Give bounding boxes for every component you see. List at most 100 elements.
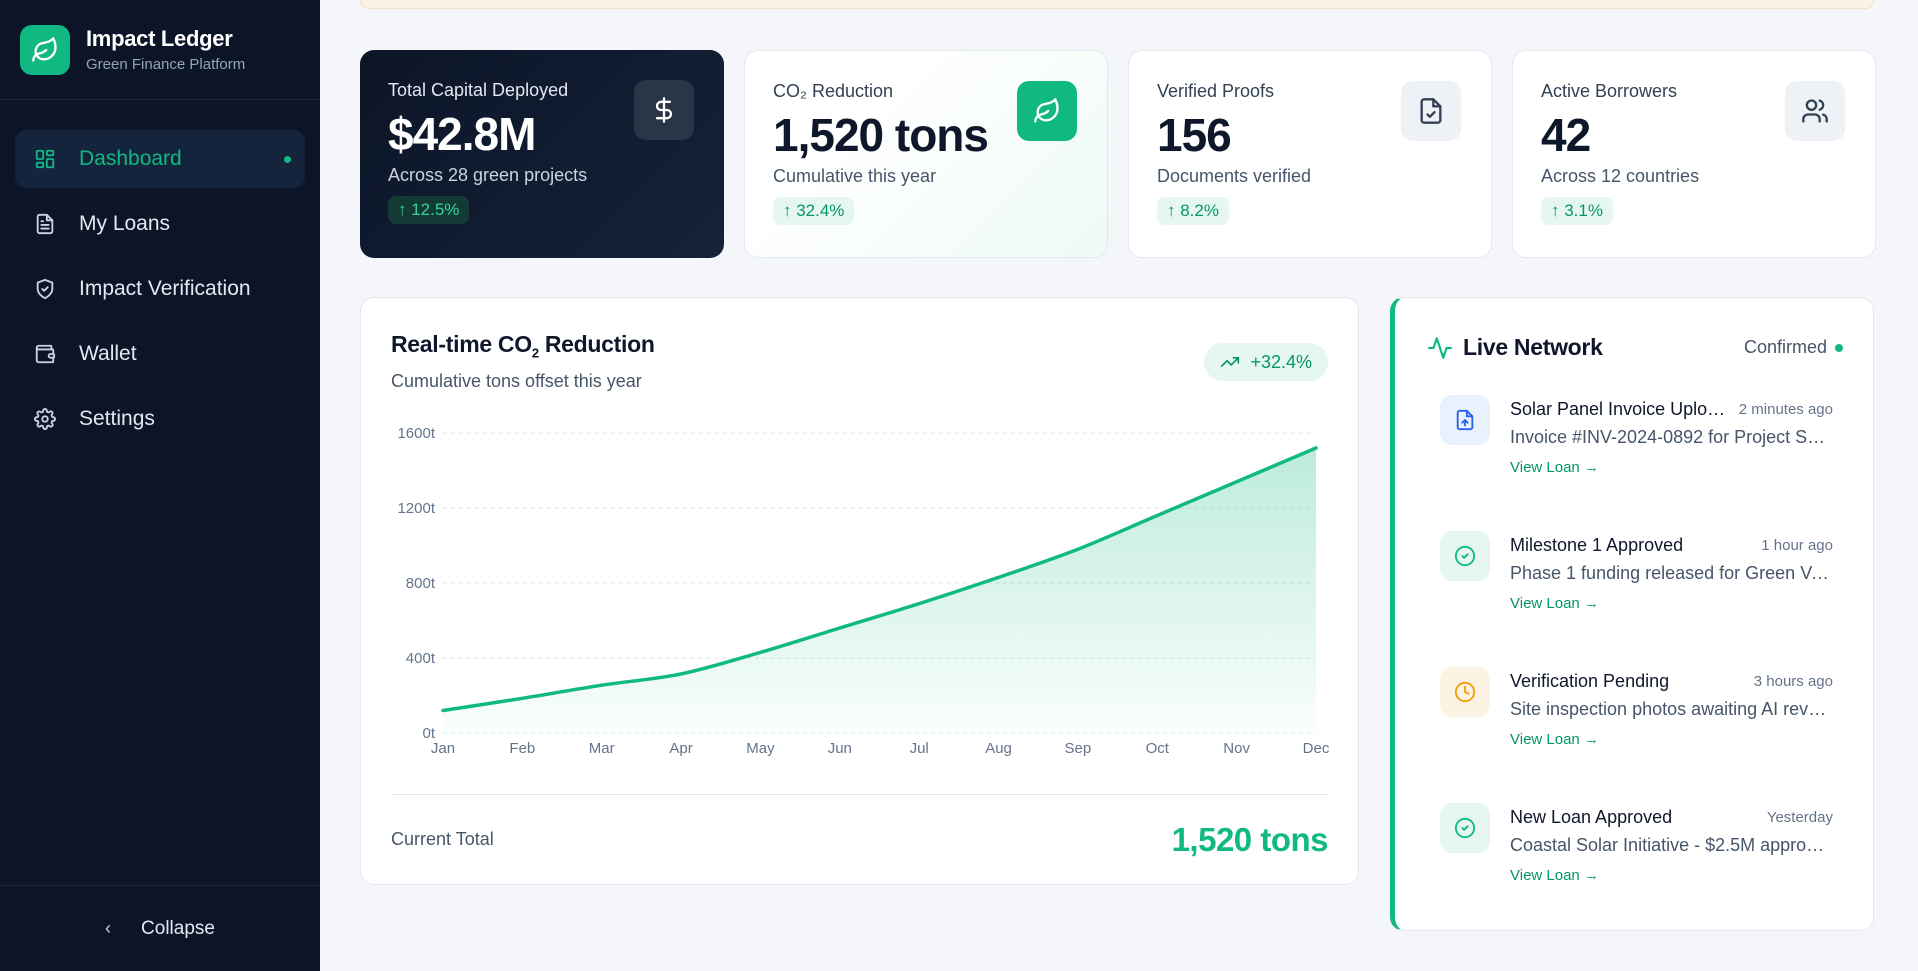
wallet-icon: [33, 342, 57, 366]
y-tick-label: 1200t: [397, 500, 435, 517]
x-tick-label: May: [746, 740, 775, 757]
event-time: 1 hour ago: [1761, 537, 1833, 554]
x-tick-label: Sep: [1065, 740, 1092, 757]
status-dot: [1835, 343, 1843, 352]
event-item: New Loan Approved Yesterday Coastal Sola…: [1440, 803, 1833, 913]
current-total-value: 1,520 tons: [1171, 820, 1329, 858]
dashboard-grid-icon: [33, 147, 57, 171]
shield-check-icon: [33, 277, 57, 301]
sidebar-nav: Dashboard My Loans Impact Verification W…: [0, 100, 320, 448]
stat-value: 1,520 tons: [773, 109, 989, 161]
view-loan-link[interactable]: View Loan →: [1510, 731, 1599, 748]
x-tick-label: Oct: [1146, 740, 1170, 757]
co2-area-chart: 0t 400t 800t 1200t 1600t Jan Feb Mar Apr May Jun Ju…: [397, 425, 1330, 757]
stat-badge: ↑ 8.2%: [1157, 197, 1229, 225]
event-description: Site inspection photos awaiting AI revie…: [1510, 699, 1830, 719]
trend-value: +32.4%: [1250, 351, 1312, 372]
stat-card-active-borrowers: Active Borrowers 42 Across 12 countries …: [1512, 50, 1876, 258]
clock-icon: [1440, 667, 1490, 717]
sidebar-item-dashboard[interactable]: Dashboard: [15, 130, 305, 188]
view-loan-link[interactable]: View Loan →: [1510, 595, 1599, 612]
event-title: Verification Pending: [1510, 671, 1670, 691]
live-network-panel: Live Network Confirmed Solar Panel Invoi…: [1390, 297, 1874, 931]
stat-label: Total Capital Deployed: [388, 80, 569, 100]
event-description: Coastal Solar Initiative - $2.5M approve…: [1510, 835, 1830, 855]
event-title: Solar Panel Invoice Uploaded: [1510, 399, 1730, 419]
x-tick-label: Jul: [910, 740, 929, 757]
trending-up-icon: [1220, 352, 1240, 372]
stat-badge: ↑ 3.1%: [1541, 197, 1613, 225]
current-total-label: Current Total: [391, 829, 494, 849]
chart-subtitle: Cumulative tons offset this year: [391, 371, 642, 391]
live-network-title: Live Network: [1427, 334, 1603, 361]
stat-value: 42: [1541, 109, 1591, 161]
sidebar-item-impact-verification[interactable]: Impact Verification: [15, 260, 305, 318]
stat-card-co2-reduction: CO₂ Reduction 1,520 tons Cumulative this…: [744, 50, 1108, 258]
y-tick-label: 800t: [406, 575, 436, 592]
collapse-label: Collapse: [141, 917, 215, 939]
stat-badge: ↑ 32.4%: [773, 197, 855, 225]
event-item: Milestone 1 Approved 1 hour ago Phase 1 …: [1440, 531, 1833, 641]
event-description: Phase 1 funding released for Green Valle…: [1510, 563, 1830, 583]
x-tick-label: Nov: [1223, 740, 1250, 757]
co2-chart-panel: Real-time CO2 Reduction Cumulative tons …: [360, 297, 1359, 885]
collapse-button[interactable]: ‹ Collapse: [0, 885, 320, 971]
active-indicator-dot: [284, 155, 291, 163]
users-icon: [1785, 81, 1845, 141]
x-tick-label: Jan: [431, 740, 455, 757]
sidebar-item-label: My Loans: [79, 212, 171, 235]
stat-value: $42.8M: [388, 108, 536, 160]
stat-card-verified-proofs: Verified Proofs 156 Documents verified ↑…: [1128, 50, 1492, 258]
brand-name: Impact Ledger: [86, 26, 233, 51]
view-loan-link[interactable]: View Loan →: [1510, 459, 1599, 476]
event-time: 3 hours ago: [1753, 673, 1833, 690]
document-icon: [33, 212, 57, 236]
check-circle-icon: [1440, 531, 1490, 581]
sidebar-item-label: Dashboard: [79, 147, 182, 170]
chart-series-line: [441, 446, 1318, 713]
x-tick-label: Feb: [509, 740, 535, 757]
brand-subtitle: Green Finance Platform: [86, 56, 246, 73]
activity-pulse-icon: [1427, 335, 1453, 361]
sidebar-item-my-loans[interactable]: My Loans: [15, 195, 305, 253]
dollar-icon: [634, 80, 694, 140]
event-description: Invoice #INV-2024-0892 for Project Sunri…: [1510, 427, 1830, 447]
chart-area-fill: [443, 448, 1316, 733]
x-tick-label: Dec: [1303, 740, 1330, 757]
file-upload-icon: [1440, 395, 1490, 445]
sidebar: Impact Ledger Green Finance Platform Das…: [0, 0, 320, 971]
sidebar-item-settings[interactable]: Settings: [15, 390, 305, 448]
chart-title: Real-time CO2 Reduction: [391, 331, 655, 361]
view-loan-link[interactable]: View Loan →: [1510, 867, 1599, 884]
sidebar-item-label: Impact Verification: [79, 277, 251, 300]
file-check-icon: [1401, 81, 1461, 141]
stat-sub: Cumulative this year: [773, 166, 937, 186]
stat-value: 156: [1157, 109, 1232, 161]
event-time: 2 minutes ago: [1738, 401, 1833, 418]
leaf-logo-icon: [20, 24, 70, 75]
network-status: Confirmed: [1744, 337, 1843, 358]
event-item: Solar Panel Invoice Uploaded 2 minutes a…: [1440, 395, 1833, 505]
event-title: New Loan Approved: [1510, 807, 1673, 827]
event-time: Yesterday: [1766, 809, 1833, 826]
trend-badge: +32.4%: [1204, 343, 1328, 381]
stat-label: Active Borrowers: [1541, 81, 1678, 101]
stat-label: CO₂ Reduction: [773, 81, 894, 101]
live-network-header: Live Network Confirmed: [1427, 334, 1843, 361]
x-tick-label: Apr: [669, 740, 692, 757]
stat-card-total-capital: Total Capital Deployed $42.8M Across 28 …: [360, 50, 724, 258]
stat-sub: Across 12 countries: [1541, 166, 1700, 186]
event-title: Milestone 1 Approved: [1510, 535, 1684, 555]
y-tick-label: 400t: [406, 650, 436, 667]
y-tick-label: 1600t: [397, 425, 435, 442]
gear-icon: [33, 407, 57, 431]
sidebar-item-wallet[interactable]: Wallet: [15, 325, 305, 383]
stat-badge: ↑ 12.5%: [388, 196, 470, 224]
stat-sub: Documents verified: [1157, 166, 1312, 186]
chevron-left-icon: ‹: [105, 918, 112, 938]
x-tick-label: Jun: [828, 740, 852, 757]
stat-label: Verified Proofs: [1157, 81, 1275, 101]
check-circle-icon: [1440, 803, 1490, 853]
event-item: Verification Pending 3 hours ago Site in…: [1440, 667, 1833, 777]
notice-banner: [360, 0, 1874, 9]
